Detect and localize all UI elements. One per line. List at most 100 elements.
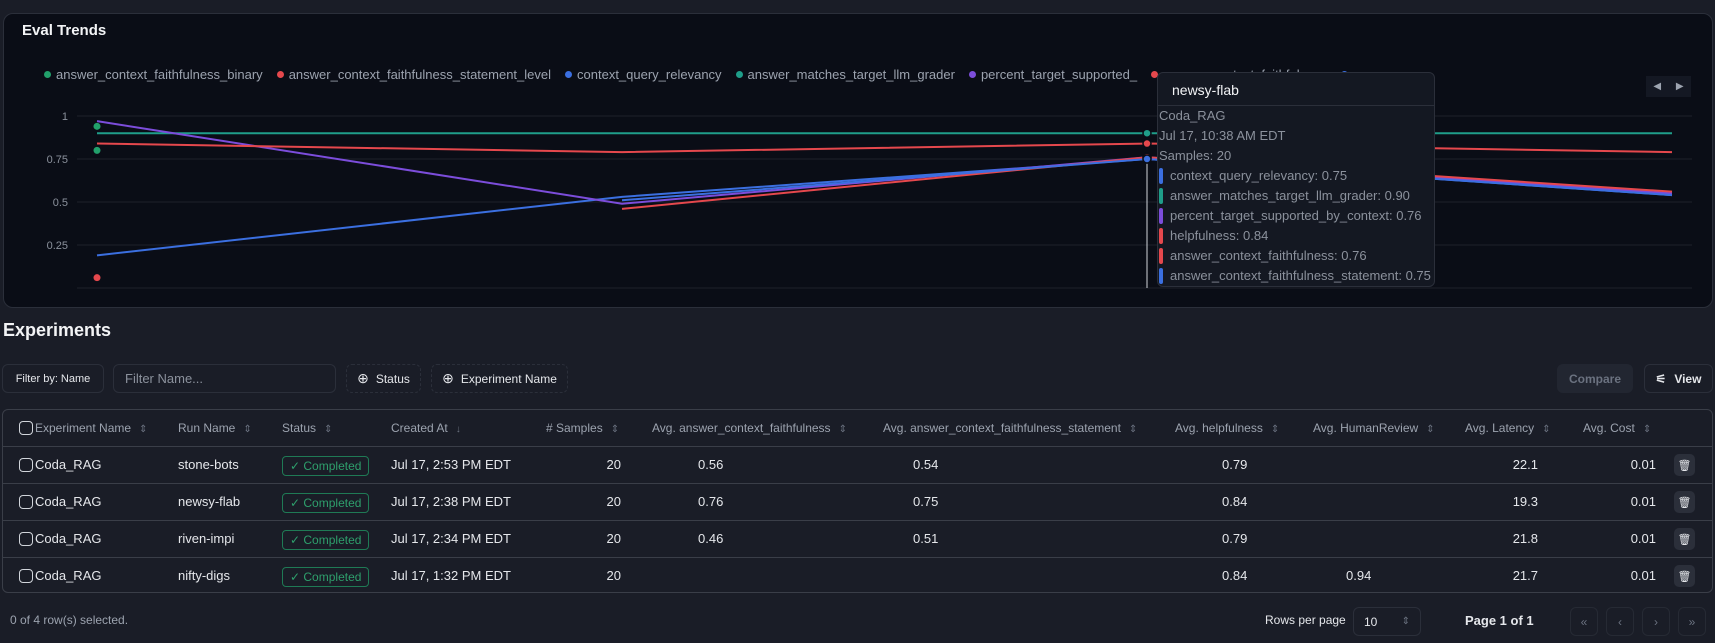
series-color-marker	[1159, 248, 1163, 264]
row-checkbox[interactable]	[19, 458, 33, 472]
cell-cost: 0.01	[1630, 457, 1656, 472]
cell-experiment: Coda_RAG	[35, 457, 102, 472]
legend-dot-icon	[565, 71, 573, 78]
series-color-marker	[1159, 228, 1163, 244]
column-header[interactable]: Status ⇕	[282, 410, 332, 446]
column-header[interactable]: Avg. Cost ⇕	[1583, 410, 1651, 446]
column-header[interactable]: Avg. Latency ⇕	[1465, 410, 1551, 446]
rows-per-page-value: 10	[1364, 614, 1378, 629]
rows-per-page-select[interactable]: 10 ⇕	[1353, 607, 1421, 636]
cell-experiment: Coda_RAG	[35, 531, 102, 546]
row-checkbox[interactable]	[19, 532, 33, 546]
status-label: Completed	[303, 569, 362, 584]
legend-item[interactable]: answer_context_faithfulness_binary	[44, 67, 263, 82]
cell-latency: 19.3	[1512, 494, 1538, 509]
sort-icon: ⇕	[1270, 424, 1280, 435]
status-filter-button[interactable]: ⊕ Status	[346, 364, 421, 393]
compare-button[interactable]: Compare	[1557, 364, 1633, 393]
prev-page-button[interactable]: ‹	[1606, 607, 1634, 636]
column-header[interactable]: Avg. helpfulness ⇕	[1175, 410, 1279, 446]
legend-prev-button[interactable]: ◀	[1653, 81, 1662, 92]
plus-circle-icon: ⊕	[357, 370, 369, 386]
sort-icon: ⇕	[324, 424, 333, 435]
column-header[interactable]: Avg. answer_context_faithfulness ⇕	[652, 410, 847, 446]
sort-icon: ⇕	[1642, 424, 1652, 435]
legend-label: percent_target_supported_	[980, 67, 1138, 82]
legend-label: answer_context_faithfulness_binary	[56, 67, 263, 82]
column-header[interactable]: Run Name ⇕	[178, 410, 252, 446]
tooltip-item-text: answer_matches_target_llm_grader: 0.90	[1170, 188, 1410, 203]
legend-nav: ◀ ▶	[1646, 76, 1691, 97]
check-icon: ✓	[290, 495, 304, 510]
table-row[interactable]: Coda_RAG stone-bots Jul 17, 2:53 PM EDT 20 0…	[3, 446, 1712, 483]
column-header[interactable]: Experiment Name ⇕	[35, 410, 147, 446]
legend-dot-icon	[735, 71, 743, 78]
legend-label: answer_context_faithfulness_statement_le…	[288, 67, 552, 82]
status-badge: ✓ Completed	[282, 447, 370, 483]
column-header[interactable]: Avg. answer_context_faithfulness_stateme…	[883, 410, 1137, 446]
column-header-label: Avg. Cost	[1583, 421, 1635, 435]
status-label: Completed	[303, 532, 362, 547]
last-page-button[interactable]: »	[1678, 607, 1706, 636]
cell-help: 0.79	[1222, 457, 1248, 472]
cell-human: 0.94	[1346, 568, 1372, 583]
select-all-checkbox[interactable]	[19, 421, 33, 435]
delete-button[interactable]: 🗑	[1674, 454, 1695, 476]
trash-icon: 🗑	[1677, 459, 1692, 472]
column-header-label: Avg. Latency	[1465, 421, 1535, 435]
trash-icon: 🗑	[1677, 533, 1692, 546]
tooltip-title: newsy-flab	[1158, 73, 1434, 106]
selection-count: 0 of 4 row(s) selected.	[10, 613, 129, 627]
status-badge: ✓ Completed	[282, 484, 370, 520]
row-checkbox[interactable]	[19, 569, 33, 583]
view-button[interactable]: ⚟ View	[1644, 364, 1713, 393]
legend-label: answer_matches_target_llm_grader	[747, 67, 955, 82]
data-point	[93, 274, 101, 282]
table-row[interactable]: Coda_RAG newsy-flab Jul 17, 2:38 PM EDT 20 0…	[3, 483, 1712, 520]
check-icon: ✓	[290, 569, 304, 584]
row-checkbox[interactable]	[19, 495, 33, 509]
page-indicator: Page 1 of 1	[1465, 613, 1534, 628]
legend-item[interactable]: percent_target_supported_	[968, 67, 1138, 82]
column-header[interactable]: Created At ↓	[391, 410, 461, 446]
delete-button[interactable]: 🗑	[1674, 528, 1695, 550]
delete-button[interactable]: 🗑	[1674, 565, 1695, 587]
series-line	[96, 142, 1673, 154]
delete-button[interactable]: 🗑	[1674, 491, 1695, 513]
plus-circle-icon: ⊕	[442, 370, 454, 386]
hover-point	[1142, 128, 1152, 138]
column-header[interactable]: Avg. HumanReview ⇕	[1313, 410, 1435, 446]
y-tick-label: 0.25	[47, 240, 68, 252]
chart-tooltip: newsy-flab Coda_RAG Jul 17, 10:38 AM EDT…	[1157, 72, 1435, 287]
filter-name-input[interactable]	[113, 364, 336, 393]
status-filter-label: Status	[375, 371, 410, 386]
column-header-label: Created At	[391, 421, 448, 435]
legend-label: context_query_relevancy	[577, 67, 722, 82]
tooltip-item: answer_context_faithfulness_statement: 0…	[1158, 266, 1434, 286]
column-header-label: Avg. answer_context_faithfulness_stateme…	[883, 421, 1121, 435]
line-chart: 1 0.75 0.5 0.25	[47, 111, 1692, 289]
tooltip-item: answer_context_faithfulness: 0.76	[1158, 246, 1434, 266]
legend-item[interactable]: answer_matches_target_llm_grader	[735, 67, 955, 82]
status-badge: ✓ Completed	[282, 558, 370, 594]
trash-icon: 🗑	[1677, 570, 1692, 583]
legend-item[interactable]: context_query_relevancy	[565, 67, 722, 82]
experiment-name-filter-label: Experiment Name	[460, 371, 557, 386]
table-row[interactable]: Coda_RAG nifty-digs Jul 17, 1:32 PM EDT 20 0…	[3, 557, 1712, 594]
legend-item[interactable]: answer_context_faithfulness_statement_le…	[276, 67, 552, 82]
tooltip-item: answer_matches_target_llm_grader: 0.90	[1158, 186, 1434, 206]
cell-samples: 20	[606, 494, 621, 509]
tooltip-samples: Samples: 20	[1159, 148, 1232, 163]
check-icon: ✓	[290, 458, 304, 473]
experiment-name-filter-button[interactable]: ⊕ Experiment Name	[431, 364, 568, 393]
table-row[interactable]: Coda_RAG riven-impi Jul 17, 2:34 PM EDT 20 0…	[3, 520, 1712, 557]
filter-by-button[interactable]: Filter by: Name	[2, 364, 104, 393]
column-header[interactable]: # Samples ⇕	[546, 410, 619, 446]
trash-icon: 🗑	[1677, 496, 1692, 509]
first-page-button[interactable]: «	[1570, 607, 1598, 636]
next-page-button[interactable]: ›	[1642, 607, 1670, 636]
column-header-label: Avg. HumanReview	[1313, 421, 1419, 435]
cell-acfs: 0.54	[913, 457, 939, 472]
legend-next-button[interactable]: ▶	[1675, 81, 1684, 92]
hover-point	[1142, 138, 1152, 149]
